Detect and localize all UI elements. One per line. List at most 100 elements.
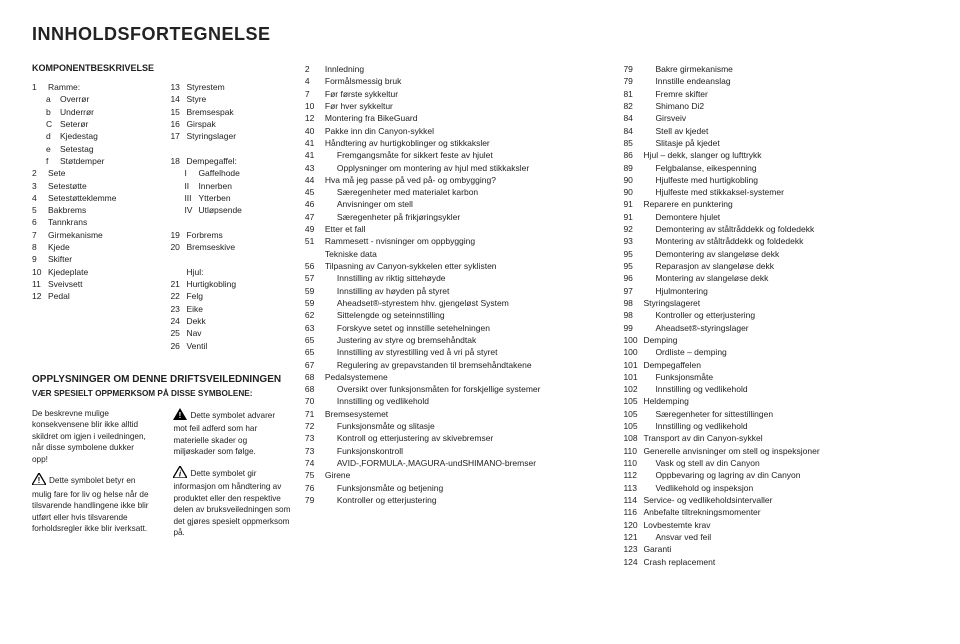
toc-row: 98Styringslageret	[623, 297, 928, 309]
toc-row: 62Sittelengde og seteinnstilling	[305, 309, 610, 321]
component-row: 25Nav	[170, 327, 290, 339]
component-row: IIIYtterben	[170, 192, 290, 204]
warn-left: De beskrevne mulige konsekvensene blir i…	[32, 408, 149, 547]
toc-row: 105Heldemping	[623, 395, 928, 407]
component-row: 18Dempegaffel:	[170, 155, 290, 167]
component-row: fStøtdemper	[32, 155, 152, 167]
component-row	[170, 143, 290, 155]
toc-row: 72Funksjonsmåte og slitasje	[305, 420, 610, 432]
toc-row: 57Innstilling av riktig sittehøyde	[305, 272, 610, 284]
toc-row: 91Demontere hjulet	[623, 211, 928, 223]
component-row: eSetestag	[32, 143, 152, 155]
component-row: 20Bremseskive	[170, 241, 290, 253]
page-title: INNHOLDSFORTEGNELSE	[32, 24, 928, 45]
component-row: IIInnerben	[170, 180, 290, 192]
component-row: 26Ventil	[170, 340, 290, 352]
svg-text:i: i	[179, 469, 182, 478]
toc-row: 63Forskyve setet og innstille setehelnin…	[305, 322, 610, 334]
warn-right: ! Dette symbolet advarer mot feil adferd…	[173, 408, 290, 547]
toc-row: 70Innstilling og vedlikehold	[305, 395, 610, 407]
toc-row: 51Rammesett - nvisninger om oppbygging	[305, 235, 610, 247]
component-row: 22Felg	[170, 290, 290, 302]
toc-row: 7Før første sykkeltur	[305, 88, 610, 100]
toc-row: 41Fremgangsmåte for sikkert feste av hju…	[305, 149, 610, 161]
toc-row: 56Tilpasning av Canyon-sykkelen etter sy…	[305, 260, 610, 272]
toc-row: 114Service- og vedlikeholdsintervaller	[623, 494, 928, 506]
component-row: IGaffelhode	[170, 167, 290, 179]
component-row: 17Styringslager	[170, 130, 290, 142]
toc-row: 123Garanti	[623, 543, 928, 555]
component-row: 23Eike	[170, 303, 290, 315]
toc-col-1: 2Innledning4Formålsmessig bruk7Før først…	[305, 63, 610, 568]
toc-row: 45Særegenheter med materialet karbon	[305, 186, 610, 198]
toc-row: 74AVID-,FORMULA-,MAGURA-undSHIMANO-brems…	[305, 457, 610, 469]
component-row: 5Bakbrems	[32, 204, 152, 216]
toc-row: 112Oppbevaring og lagring av din Canyon	[623, 469, 928, 481]
component-row: dKjedestag	[32, 130, 152, 142]
toc-row: 86Hjul – dekk, slanger og lufttrykk	[623, 149, 928, 161]
component-row: 7Girmekanisme	[32, 229, 152, 241]
toc-row: 84Stell av kjedet	[623, 125, 928, 137]
component-row: 4Setestøtteklemme	[32, 192, 152, 204]
component-row: 6Tannkrans	[32, 216, 152, 228]
component-row: 2Sete	[32, 167, 152, 179]
toc-row: 67Regulering av grepavstanden til bremse…	[305, 359, 610, 371]
toc-row: 90Hjulfeste med hurtigkobling	[623, 174, 928, 186]
component-row: 8Kjede	[32, 241, 152, 253]
component-row: 15Bremsespak	[170, 106, 290, 118]
toc-col-2: 79Bakre girmekanisme79Innstille endeansl…	[623, 63, 928, 568]
component-row: 19Forbrems	[170, 229, 290, 241]
svg-text:!: !	[38, 476, 41, 485]
component-row: CSeterør	[32, 118, 152, 130]
component-col-1: KOMPONENTBESKRIVELSE 1Ramme:aOverrørbUnd…	[32, 63, 291, 568]
toc-row: 79Innstille endeanslag	[623, 75, 928, 87]
warning-triangle-icon: !	[173, 408, 187, 423]
warn-left-1: De beskrevne mulige konsekvensene blir i…	[32, 408, 149, 465]
toc-row: 59Aheadset®-styrestem hhv. gjengeløst Sy…	[305, 297, 610, 309]
toc-row: 101Funksjonsmåte	[623, 371, 928, 383]
component-row: 16Girspak	[170, 118, 290, 130]
component-row: 9Skifter	[32, 253, 152, 265]
toc-row: 98Kontroller og etterjustering	[623, 309, 928, 321]
component-row: 11Sveivsett	[32, 278, 152, 290]
toc-row: 90Hjulfeste med stikkaksel-systemer	[623, 186, 928, 198]
component-row: 3Setestøtte	[32, 180, 152, 192]
component-row: 13Styrestem	[170, 81, 290, 93]
bottom-section: OPPLYSNINGER OM DENNE DRIFTSVEILEDNINGEN…	[32, 374, 291, 547]
toc-row: 73Kontroll og etterjustering av skivebre…	[305, 432, 610, 444]
toc-row: 89Felgbalanse, eikespenning	[623, 162, 928, 174]
toc-row: 101Dempegaffelen	[623, 359, 928, 371]
component-row	[170, 216, 290, 228]
toc-row: 110Generelle anvisninger om stell og ins…	[623, 445, 928, 457]
toc-row: 92Demontering av ståltråddekk og foldede…	[623, 223, 928, 235]
toc-row: 43Opplysninger om montering av hjul med …	[305, 162, 610, 174]
toc-row: 46Anvisninger om stell	[305, 198, 610, 210]
toc-row: 121Ansvar ved feil	[623, 531, 928, 543]
toc-row: 93Montering av ståltråddekk og foldedekk	[623, 235, 928, 247]
info-triangle-icon: i	[173, 466, 187, 481]
toc-row: 99Aheadset®-styringslager	[623, 322, 928, 334]
toc-row: 124Crash replacement	[623, 556, 928, 568]
warn-left-2: ! Dette symbolet betyr en mulig fare for…	[32, 473, 149, 534]
toc-row: 59Innstilling av høyden på styret	[305, 285, 610, 297]
toc-row: 91Reparere en punktering	[623, 198, 928, 210]
svg-text:!: !	[179, 411, 182, 420]
toc-row: 68Pedalsystemene	[305, 371, 610, 383]
toc-row: 84Girsveiv	[623, 112, 928, 124]
component-row: 12Pedal	[32, 290, 152, 302]
toc-row: 12Montering fra BikeGuard	[305, 112, 610, 124]
toc-row: Tekniske data	[305, 248, 610, 260]
toc-row: 65Innstilling av styrestilling ved å vri…	[305, 346, 610, 358]
toc-row: 2Innledning	[305, 63, 610, 75]
toc-row: 76Funksjonsmåte og betjening	[305, 482, 610, 494]
toc-row: 105Særegenheter for sittestillingen	[623, 408, 928, 420]
bottom-head: OPPLYSNINGER OM DENNE DRIFTSVEILEDNINGEN	[32, 374, 291, 385]
toc-row: 44Hva må jeg passe på ved på- og ombyggi…	[305, 174, 610, 186]
toc-row: 81Fremre skifter	[623, 88, 928, 100]
toc-row: 4Formålsmessig bruk	[305, 75, 610, 87]
toc-row: 85Slitasje på kjedet	[623, 137, 928, 149]
component-row: Hjul:	[170, 266, 290, 278]
component-row: 10Kjedeplate	[32, 266, 152, 278]
section-head-components: KOMPONENTBESKRIVELSE	[32, 63, 291, 73]
toc-row: 116Anbefalte tiltrekningsmomenter	[623, 506, 928, 518]
